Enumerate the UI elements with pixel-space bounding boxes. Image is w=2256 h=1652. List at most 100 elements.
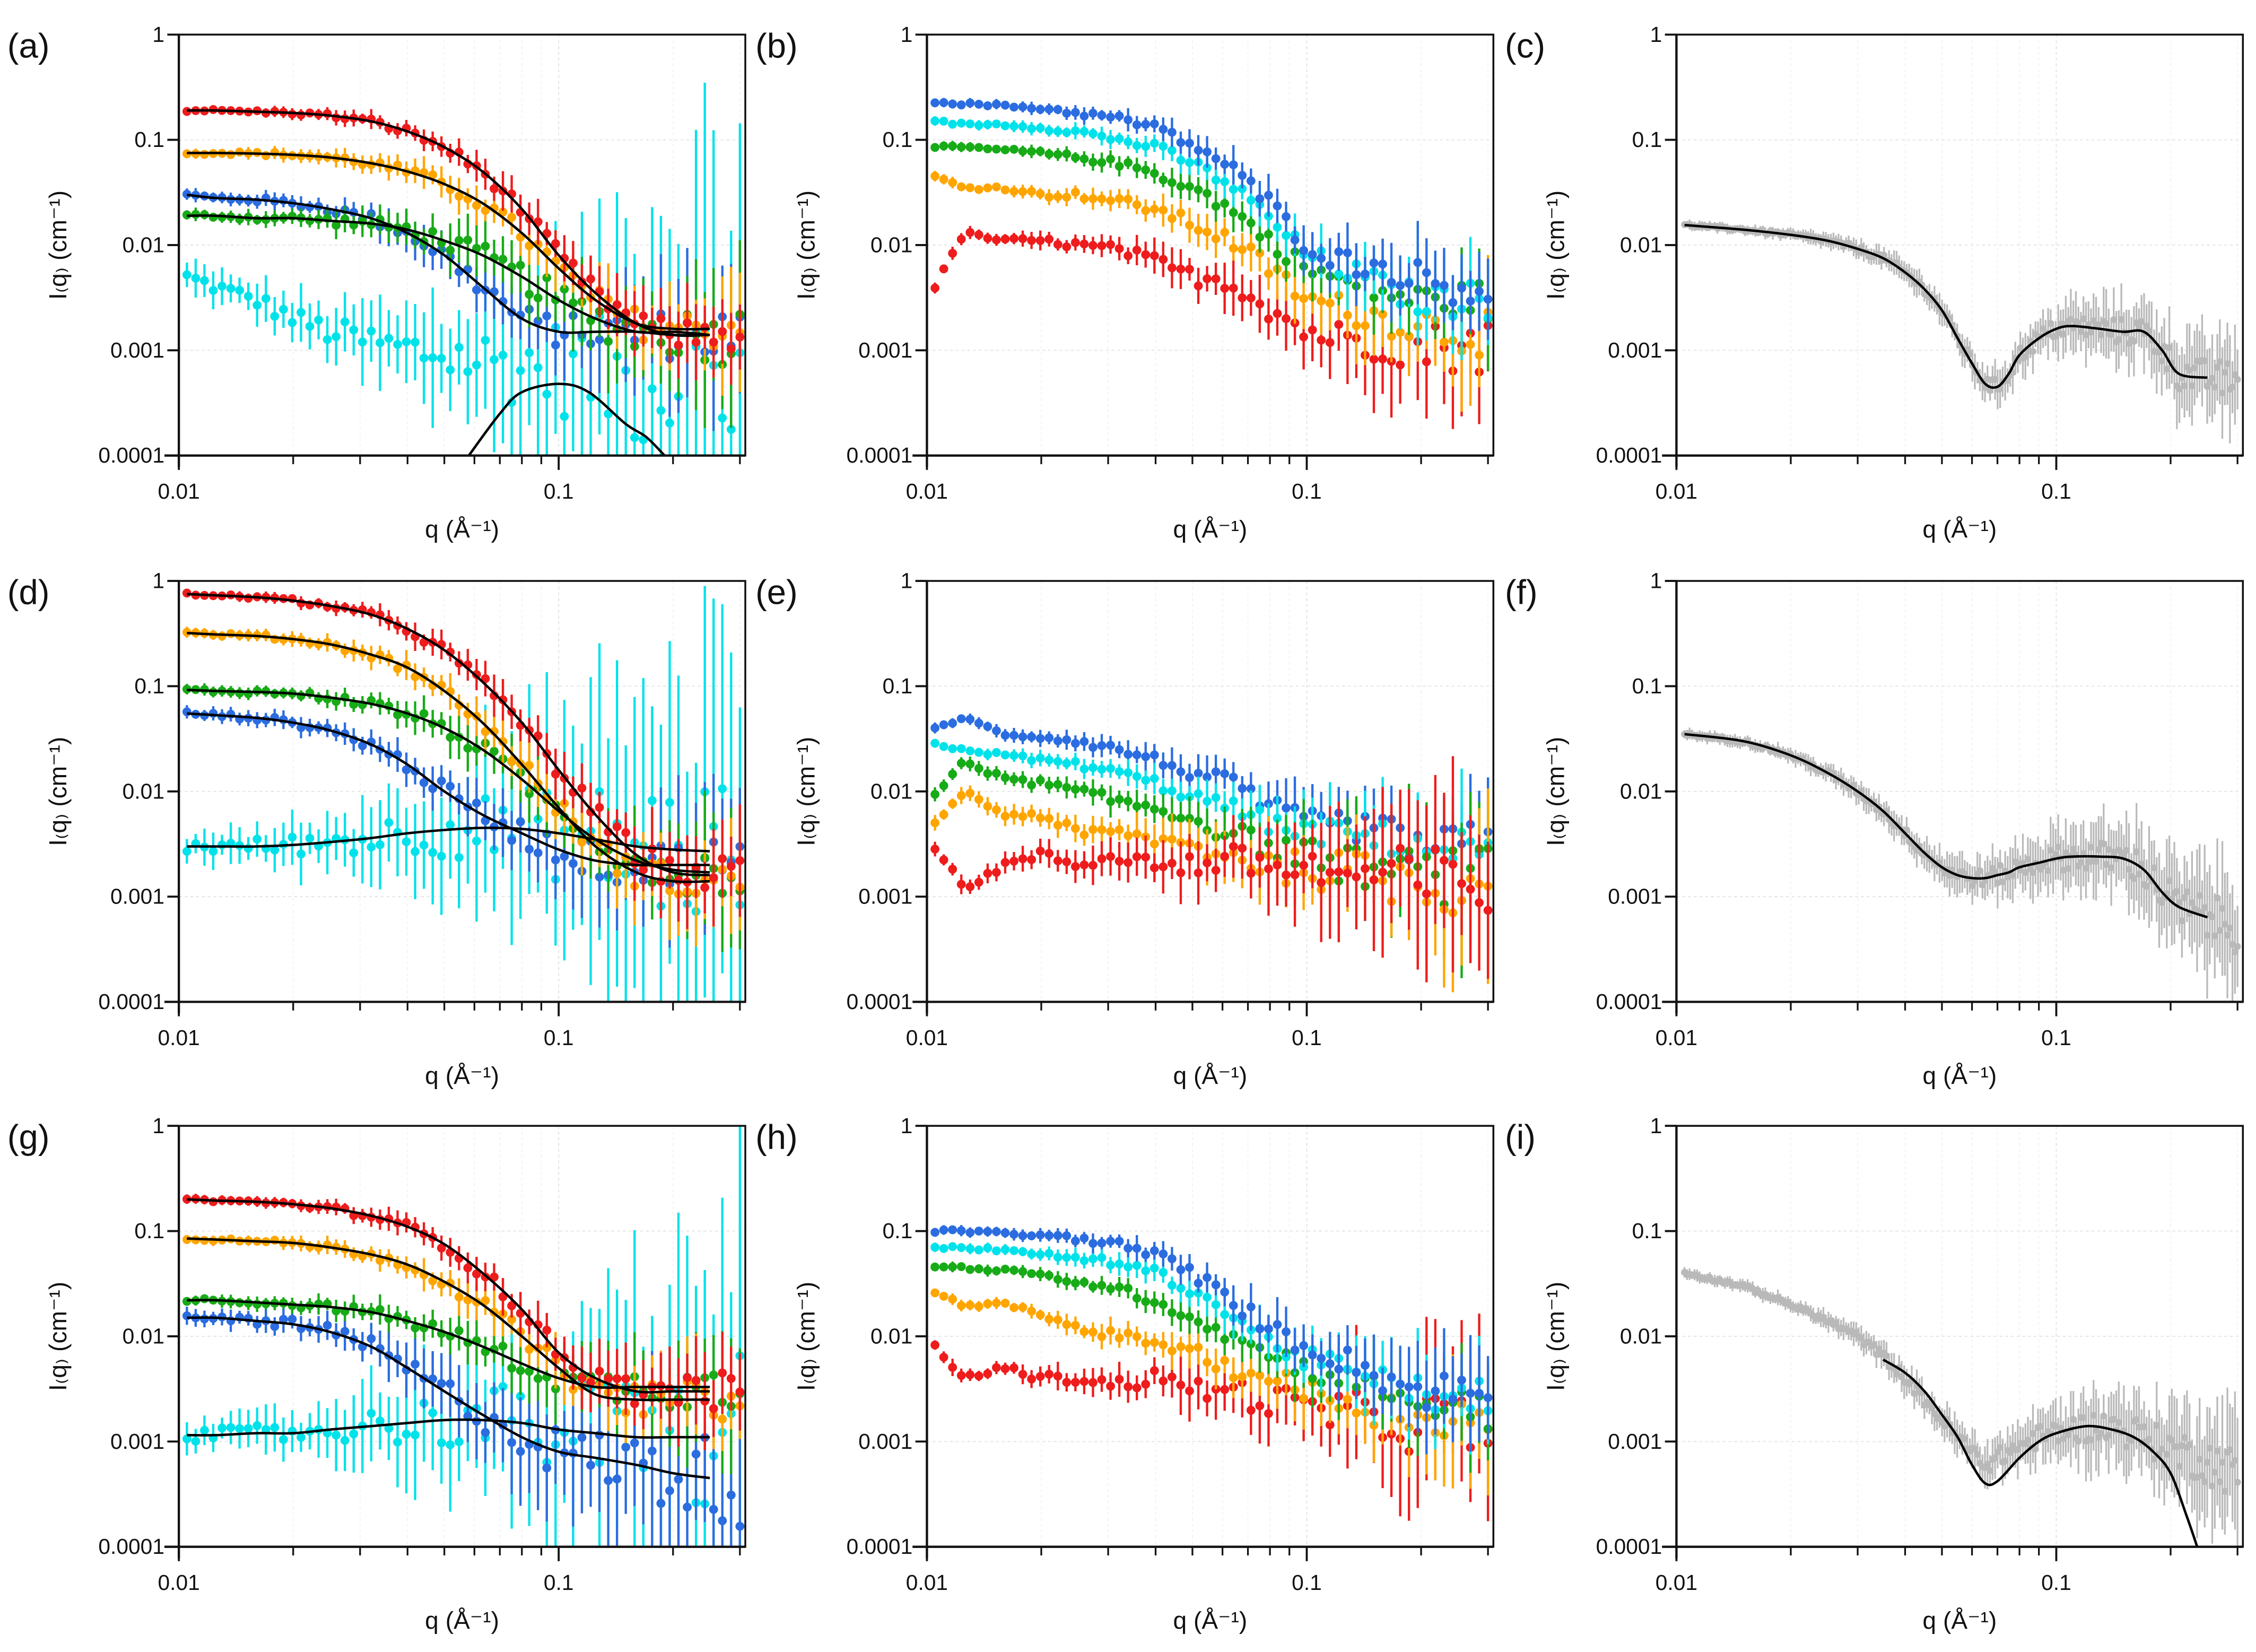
data-point <box>1396 328 1405 337</box>
data-point <box>551 239 560 248</box>
data-point <box>992 1246 1001 1256</box>
data-point <box>1062 128 1072 137</box>
data-point <box>965 746 975 755</box>
data-point <box>1282 212 1291 221</box>
data-point <box>1123 768 1133 777</box>
data-point <box>1413 880 1423 890</box>
data-point <box>1246 1339 1256 1349</box>
data-point <box>956 714 966 724</box>
data-point <box>472 285 481 294</box>
data-point <box>533 217 543 227</box>
data-point <box>516 1392 525 1401</box>
data-point <box>1009 1246 1018 1255</box>
data-point <box>1009 1363 1018 1372</box>
data-point <box>533 363 543 372</box>
data-point <box>621 1374 631 1384</box>
data-point <box>965 715 975 724</box>
data-point <box>1018 102 1027 111</box>
data-point <box>208 213 218 222</box>
data-point <box>1062 759 1072 768</box>
data-point <box>930 98 940 108</box>
data-point <box>1132 245 1142 255</box>
data-point <box>1053 757 1062 766</box>
data-point <box>983 802 992 811</box>
data-point <box>507 213 517 222</box>
data-point <box>1159 255 1168 264</box>
data-point <box>939 141 948 151</box>
data-point <box>1027 1307 1036 1316</box>
data-point <box>1027 236 1036 245</box>
y-axis-label: I₍q₎ (cm⁻¹) <box>1541 737 1569 846</box>
data-point <box>384 818 394 827</box>
data-point <box>930 818 940 828</box>
data-point <box>974 795 983 804</box>
data-point <box>1088 1254 1097 1264</box>
y-tick-label: 0.001 <box>1608 338 1662 362</box>
data-point <box>1334 247 1344 256</box>
data-point <box>1141 853 1151 862</box>
data-point <box>983 120 992 129</box>
data-point <box>1203 1324 1212 1334</box>
data-point <box>1009 751 1018 760</box>
data-point <box>992 748 1001 757</box>
data-point <box>1035 1250 1045 1259</box>
data-point <box>1211 234 1221 244</box>
y-tick-label: 1 <box>152 22 164 47</box>
data-point <box>1114 194 1124 203</box>
data-point <box>1167 127 1177 137</box>
data-point <box>1185 181 1194 191</box>
data-point <box>252 1421 262 1430</box>
data-point <box>1149 169 1159 178</box>
data-point <box>419 638 429 647</box>
data-point <box>419 353 429 363</box>
data-point <box>965 1244 975 1254</box>
data-point <box>700 1396 710 1406</box>
y-tick-label: 0.0001 <box>98 989 164 1014</box>
data-point <box>1027 855 1036 864</box>
data-point <box>1106 764 1115 773</box>
data-point <box>1132 852 1142 862</box>
data-point <box>639 865 648 874</box>
data-point <box>1246 868 1256 878</box>
data-point <box>586 807 595 817</box>
panel-a: 1 0.1 0.01 0.001 0.0001 0.01 0.1 q (Å⁻¹) I₍q₎ (c… <box>7 22 746 543</box>
fit-curve-blue <box>187 193 710 337</box>
plot-area <box>1681 219 2241 444</box>
data-point <box>1220 1310 1230 1319</box>
data-point <box>1176 1311 1186 1320</box>
data-point <box>948 119 957 129</box>
data-point <box>1334 269 1344 279</box>
data-point <box>1317 296 1326 306</box>
data-point <box>1097 764 1107 774</box>
data-point <box>1255 232 1265 242</box>
y-tick-label: 0.0001 <box>847 443 913 467</box>
data-point <box>1018 1370 1027 1379</box>
data-point <box>533 1374 543 1383</box>
data-point <box>1378 867 1387 877</box>
data-point <box>1123 796 1133 806</box>
data-point <box>1255 248 1265 258</box>
y-tick-label: 1 <box>152 1114 164 1138</box>
data-point <box>1123 831 1133 840</box>
data-point <box>956 759 966 768</box>
data-point <box>191 210 201 219</box>
data-point <box>1167 146 1177 155</box>
data-point <box>340 1436 350 1445</box>
data-point <box>1035 189 1045 198</box>
data-point <box>516 1366 525 1376</box>
data-point <box>1167 761 1177 770</box>
data-point <box>1246 218 1256 228</box>
data-point <box>314 315 323 325</box>
data-point <box>305 321 315 331</box>
data-point <box>419 778 429 787</box>
x-axis-label: q (Å⁻¹) <box>425 516 499 543</box>
data-point <box>1238 293 1247 302</box>
data-point <box>226 150 236 159</box>
data-point <box>992 805 1001 815</box>
data-point <box>1282 314 1291 324</box>
data-point <box>956 100 966 110</box>
data-point <box>437 1438 446 1448</box>
data-point <box>1167 786 1177 796</box>
data-point <box>1211 866 1221 875</box>
data-point <box>261 294 271 303</box>
